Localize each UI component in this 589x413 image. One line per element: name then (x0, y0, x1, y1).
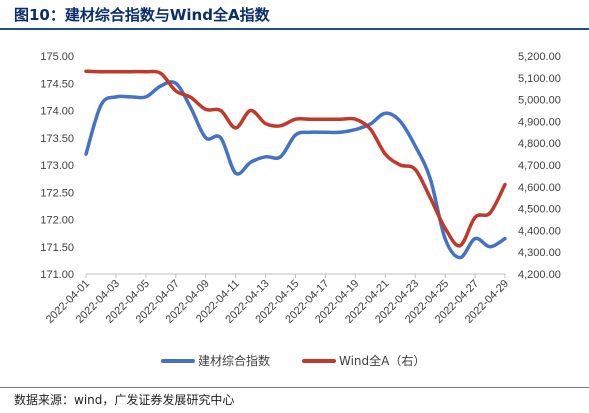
left-y-tick-label: 171.50 (40, 242, 74, 254)
left-y-tick-label: 172.50 (40, 187, 74, 199)
right-y-tick-label: 4,900.00 (518, 116, 561, 128)
right-y-tick-label: 4,700.00 (518, 160, 561, 172)
left-y-tick-label: 174.50 (40, 78, 74, 90)
right-y-tick-label: 4,800.00 (518, 138, 561, 150)
title-divider (0, 28, 589, 30)
wind-all-a-index-line (84, 69, 507, 248)
left-y-tick-label: 173.00 (40, 160, 74, 172)
source-note: 数据来源：wind，广发证券发展研究中心 (14, 393, 235, 407)
left-y-tick-label: 175.00 (40, 51, 74, 63)
right-y-tick-label: 5,000.00 (518, 95, 561, 107)
legend-label-wind-all-a: Wind全A（右） (339, 353, 425, 368)
left-y-tick-label: 171.00 (40, 269, 74, 281)
legend-label-building-materials: 建材综合指数 (198, 353, 270, 368)
right-y-tick-label: 5,200.00 (518, 51, 561, 63)
right-y-tick-label: 4,200.00 (518, 269, 561, 281)
right-y-tick-label: 4,400.00 (518, 225, 561, 237)
left-y-axis: 171.00 171.50 172.00 172.50 173.00 173.50 174.… (40, 51, 74, 281)
title-bar: 图10：建材综合指数与Wind全A指数 (0, 0, 589, 30)
series-lines (84, 69, 507, 260)
right-y-tick-label: 4,600.00 (518, 182, 561, 194)
right-y-tick-label: 5,100.00 (518, 73, 561, 85)
dual-axis-line-chart: 171.00 171.50 172.00 172.50 173.00 173.50 174.… (40, 51, 561, 368)
left-y-tick-label: 173.50 (40, 133, 74, 145)
x-axis: 2022-04-012022-04-032022-04-052022-04-07… (44, 274, 511, 326)
figure-title: 图10：建材综合指数与Wind全A指数 (14, 6, 270, 24)
left-y-tick-label: 174.00 (40, 106, 74, 118)
right-y-tick-label: 4,300.00 (518, 247, 561, 259)
right-y-axis: 4,200.00 4,300.00 4,400.00 4,500.00 4,600.00… (518, 51, 561, 281)
legend: 建材综合指数 Wind全A（右） (161, 353, 425, 368)
right-y-tick-label: 4,500.00 (518, 204, 561, 216)
left-y-tick-label: 172.00 (40, 215, 74, 227)
building-materials-index-line (84, 80, 507, 260)
source-divider (0, 387, 589, 388)
